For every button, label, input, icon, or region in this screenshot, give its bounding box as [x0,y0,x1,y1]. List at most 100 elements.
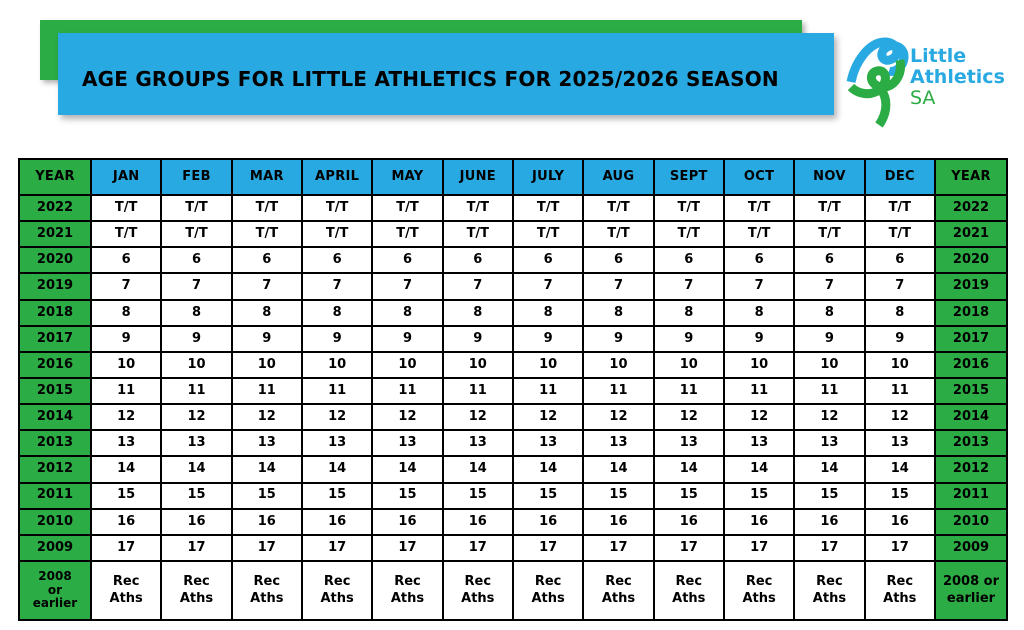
age-group-cell: 10 [89,350,163,379]
year-cell-left: 2016 [18,350,92,379]
age-group-cell: 9 [300,324,374,353]
age-group-cell: 6 [793,246,866,275]
table-row: 2010 16 16 16 16 16 16 16 16 16 16 16 16 2010 [18,507,1008,536]
age-group-cell: 9 [511,324,585,353]
age-group-cell: 12 [230,403,303,432]
age-group-cell: 9 [160,324,233,353]
age-group-cell: 12 [582,403,655,432]
age-group-cell: T/T [371,193,444,223]
age-group-cell: 16 [582,507,655,536]
age-group-cell: 10 [793,350,866,379]
age-group-cell: 9 [441,324,514,353]
age-group-cell: 15 [722,481,796,510]
table-header-row: YEAR JAN FEB MAR APRIL MAY JUNE JULY AUG SEPT OCT N… [18,158,1008,196]
table-row: 2009 17 17 17 17 17 17 17 17 17 17 17 17 2009 [18,533,1008,563]
age-group-cell: 12 [652,403,725,432]
age-group-cell: 12 [89,403,163,432]
age-group-cell: 17 [160,533,233,563]
age-group-cell: 6 [863,246,937,275]
age-group-cell: Rec Aths [722,560,796,621]
age-group-cell: 9 [230,324,303,353]
age-group-cell: 6 [89,246,163,275]
age-group-cell: 13 [793,429,866,458]
age-group-cell: 11 [230,376,303,406]
age-group-cell: 7 [863,272,937,301]
age-group-cell: 12 [511,403,585,432]
year-cell-right: 2013 [934,429,1008,458]
age-group-cell: 7 [582,272,655,301]
age-group-cell: 9 [722,324,796,353]
table-row: 2015 11 11 11 11 11 11 11 11 11 11 11 11 2015 [18,376,1008,406]
month-header: JAN [89,158,163,196]
logo-word-little: Little [910,45,967,67]
age-group-cell: 16 [652,507,725,536]
year-cell-right: 2016 [934,350,1008,379]
age-group-cell: 15 [863,481,937,510]
age-group-cell: T/T [722,193,796,223]
age-group-cell: 17 [722,533,796,563]
age-group-cell: 9 [793,324,866,353]
age-group-cell: 17 [582,533,655,563]
year-cell-left: 2012 [18,455,92,484]
table-row: 2021 T/T T/T T/T T/T T/T T/T T/T T/T T/T T/T T/T T/T… [18,220,1008,249]
month-header: NOV [793,158,866,196]
age-group-cell: 6 [230,246,303,275]
age-group-cell: 8 [652,298,725,327]
age-group-cell: 9 [582,324,655,353]
age-group-cell: 15 [230,481,303,510]
age-group-cell: 14 [722,455,796,484]
year-cell-left: 2019 [18,272,92,301]
age-group-cell: Rec Aths [160,560,233,621]
age-group-cell: 11 [300,376,374,406]
age-group-cell: 17 [371,533,444,563]
age-group-cell: 11 [652,376,725,406]
age-group-cell: 11 [863,376,937,406]
age-group-cell: T/T [89,193,163,223]
logo-wordmark: Little Athletics SA [910,46,1005,109]
age-group-cell: 7 [300,272,374,301]
age-group-cell: 12 [300,403,374,432]
table-row: 2016 10 10 10 10 10 10 10 10 10 10 10 10 2016 [18,350,1008,379]
age-group-cell: 15 [371,481,444,510]
age-group-cell: 14 [652,455,725,484]
logo-word-athletics: Athletics [910,66,1005,88]
age-group-cell: 9 [371,324,444,353]
year-cell-left: 2018 [18,298,92,327]
age-group-cell: 14 [160,455,233,484]
year-cell-right: 2020 [934,246,1008,275]
age-group-cell: 16 [863,507,937,536]
age-group-cell: 6 [371,246,444,275]
age-group-cell: 9 [863,324,937,353]
age-group-cell: T/T [722,220,796,249]
month-header: SEPT [652,158,725,196]
age-group-cell: 14 [371,455,444,484]
year-cell-right: 2017 [934,324,1008,353]
age-group-cell: 6 [300,246,374,275]
age-group-cell: 16 [230,507,303,536]
age-group-cell: 14 [441,455,514,484]
age-group-cell: 8 [89,298,163,327]
age-group-cell: 13 [371,429,444,458]
month-header: MAR [230,158,303,196]
age-group-cell: 7 [371,272,444,301]
year-cell-left: 2020 [18,246,92,275]
age-group-cell: Rec Aths [230,560,303,621]
age-group-cell: 17 [793,533,866,563]
age-group-cell: Rec Aths [511,560,585,621]
year-header-left: YEAR [18,158,92,196]
month-header: JULY [511,158,585,196]
table-row: 2022 T/T T/T T/T T/T T/T T/T T/T T/T T/T T/T T/T T/T… [18,193,1008,223]
age-group-cell: 8 [441,298,514,327]
age-group-cell: T/T [160,220,233,249]
age-group-cell: 8 [511,298,585,327]
age-group-cell: T/T [863,220,937,249]
month-header: MAY [371,158,444,196]
month-header: OCT [722,158,796,196]
year-cell-right: 2018 [934,298,1008,327]
age-group-cell: 6 [441,246,514,275]
age-group-cell: 15 [300,481,374,510]
age-group-cell: T/T [652,220,725,249]
age-group-cell: T/T [300,220,374,249]
table-row: 2011 15 15 15 15 15 15 15 15 15 15 15 15 2011 [18,481,1008,510]
